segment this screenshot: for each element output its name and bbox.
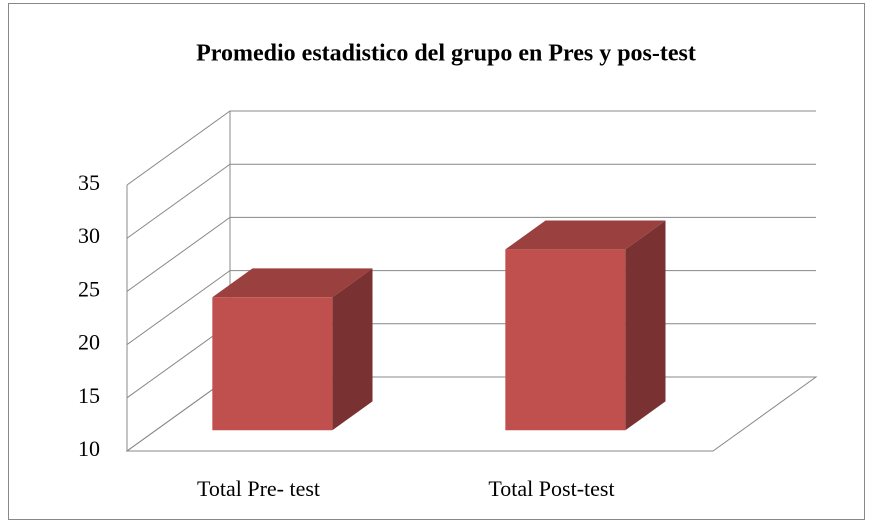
- grid-line: [126, 216, 816, 292]
- grid-line: [126, 163, 816, 239]
- chart-title: Promedio estadistico del grupo en Pres y…: [196, 41, 696, 67]
- bar-front: [505, 249, 626, 431]
- bar-top: [212, 268, 373, 298]
- bar: [505, 220, 666, 431]
- bar-side: [625, 220, 666, 431]
- y-tick-label: 35: [78, 170, 100, 195]
- y-tick-label: 20: [78, 330, 100, 355]
- y-tick-label: 30: [78, 223, 100, 248]
- bar-front: [212, 297, 333, 431]
- grid-line: [126, 110, 816, 186]
- y-tick-label: 10: [78, 436, 100, 461]
- y-tick-label: 15: [78, 383, 100, 408]
- bar: [212, 268, 373, 431]
- chart-border: [8, 3, 865, 520]
- bar-side: [332, 268, 373, 431]
- y-tick-label: 25: [78, 276, 100, 301]
- bar-top: [505, 220, 666, 250]
- x-tick-label: Total Post-test: [488, 476, 614, 501]
- x-tick-label: Total Pre- test: [197, 476, 320, 501]
